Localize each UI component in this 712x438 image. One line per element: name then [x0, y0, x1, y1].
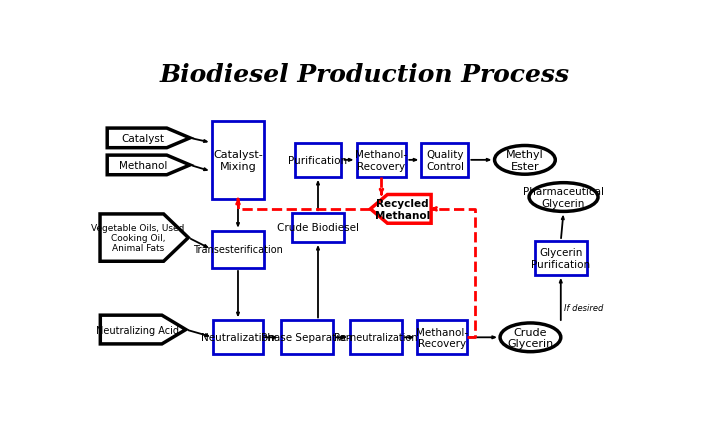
FancyBboxPatch shape [295, 144, 342, 177]
Polygon shape [108, 156, 190, 175]
Text: Neutralizing Acid: Neutralizing Acid [95, 325, 179, 335]
Text: Transesterification: Transesterification [193, 245, 283, 255]
Text: Biodiesel Production Process: Biodiesel Production Process [159, 63, 570, 87]
FancyBboxPatch shape [292, 214, 344, 242]
Polygon shape [100, 215, 188, 261]
Text: Methanol-
Recovery: Methanol- Recovery [416, 327, 468, 348]
Text: Neutralization: Neutralization [201, 332, 275, 343]
FancyBboxPatch shape [211, 122, 264, 199]
Polygon shape [108, 129, 190, 148]
Text: Crude
Glycerin: Crude Glycerin [508, 327, 553, 348]
FancyBboxPatch shape [211, 231, 264, 268]
Polygon shape [370, 195, 431, 224]
Text: Glycerin
Purification: Glycerin Purification [531, 247, 590, 269]
Ellipse shape [529, 183, 598, 212]
Polygon shape [100, 315, 186, 344]
Ellipse shape [500, 323, 561, 352]
FancyBboxPatch shape [357, 144, 407, 177]
Text: Catalyst: Catalyst [121, 134, 164, 144]
Text: Catalyst-
Mixing: Catalyst- Mixing [213, 150, 263, 171]
Text: Crude Biodiesel: Crude Biodiesel [277, 223, 359, 233]
Text: Quality
Control: Quality Control [426, 150, 464, 171]
Text: Phase Separation: Phase Separation [261, 332, 352, 343]
Text: Recycled
Methanol: Recycled Methanol [375, 198, 430, 220]
Text: Re-neutralization: Re-neutralization [334, 332, 418, 343]
Text: Purification: Purification [288, 155, 347, 166]
FancyBboxPatch shape [535, 241, 587, 275]
Text: Pharmaceutical
Glycerin: Pharmaceutical Glycerin [523, 187, 604, 208]
FancyBboxPatch shape [350, 321, 402, 354]
Text: Methanol-
Recovery: Methanol- Recovery [355, 150, 407, 171]
Text: If desired: If desired [564, 303, 603, 312]
FancyBboxPatch shape [213, 321, 263, 354]
Ellipse shape [495, 146, 555, 175]
FancyBboxPatch shape [281, 321, 333, 354]
FancyBboxPatch shape [417, 321, 467, 354]
Text: Vegetable Oils, Used
Cooking Oil,
Animal Fats: Vegetable Oils, Used Cooking Oil, Animal… [91, 223, 184, 253]
FancyBboxPatch shape [422, 144, 468, 177]
Text: Methyl
Ester: Methyl Ester [506, 150, 544, 171]
Text: Methanol: Methanol [119, 161, 167, 170]
